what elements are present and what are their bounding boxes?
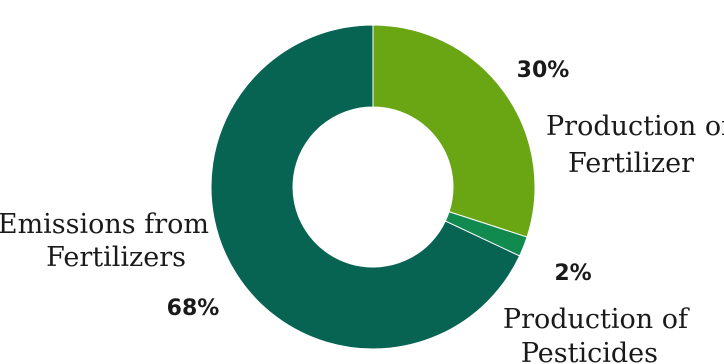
donut-hole — [293, 107, 453, 267]
slice-label-fertilizer-production-line2: Fertilizer — [568, 148, 694, 179]
slice-label-fertilizer-emissions-line2: Fertilizers — [46, 242, 186, 273]
value-label-fertilizer-production: 30% — [517, 58, 570, 83]
slice-label-fertilizer-emissions-line1: Emissions from — [0, 209, 209, 240]
value-label-fertilizer-emissions: 68% — [167, 296, 220, 321]
slice-label-pesticides-production-line2: Pesticides — [521, 338, 658, 364]
slice-label-fertilizer-production-line1: Production of — [546, 111, 724, 142]
slice-label-pesticides-production-line1: Production of — [503, 304, 690, 335]
donut-slices — [210, 24, 536, 350]
value-label-pesticides-production: 2% — [554, 261, 591, 286]
